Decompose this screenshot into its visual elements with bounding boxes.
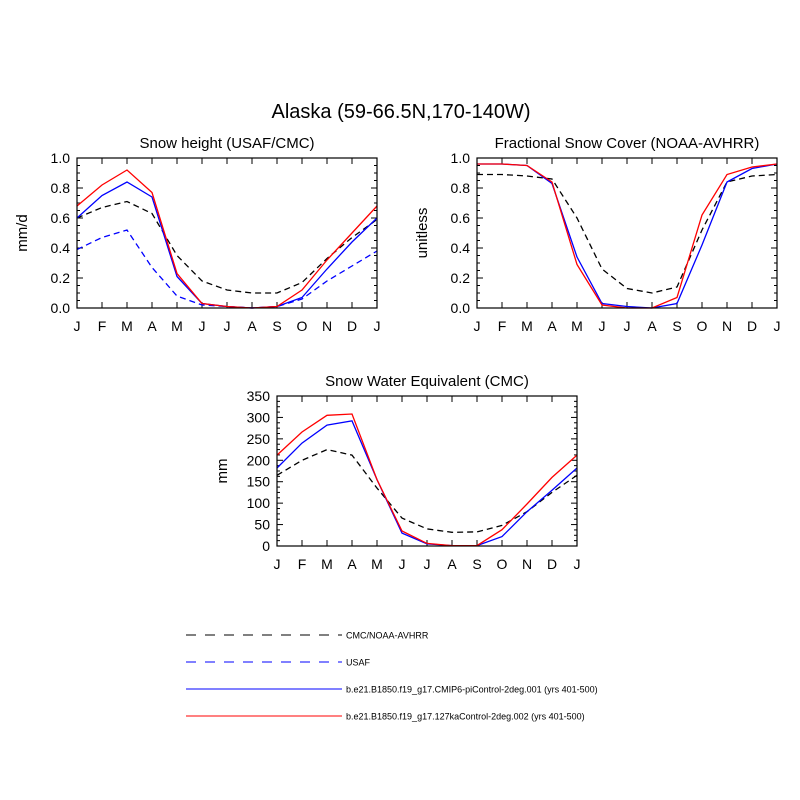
x-tick-label: J xyxy=(224,318,231,334)
y-tick-label: 0 xyxy=(262,538,270,554)
y-axis-label: mm xyxy=(214,459,231,484)
legend-label: b.e21.B1850.f19_g17.127kaControl-2deg.00… xyxy=(346,712,585,722)
panel-title: Fractional Snow Cover (NOAA-AVHRR) xyxy=(495,135,760,152)
x-tick-label: J xyxy=(424,556,431,572)
series-line-2 xyxy=(276,420,578,547)
x-tick-label: J xyxy=(624,318,631,334)
x-tick-label: M xyxy=(521,318,533,334)
legend-entry: CMC/NOAA-AVHRR xyxy=(186,631,429,641)
y-tick-label: 0.8 xyxy=(451,180,471,196)
x-tick-label: J xyxy=(274,556,281,572)
series-line-1 xyxy=(276,448,578,533)
x-tick-label: M xyxy=(321,556,333,572)
panel-2: Fractional Snow Cover (NOAA-AVHRR) unitle… xyxy=(414,135,781,334)
plot-frame xyxy=(276,395,578,547)
x-tick-label: J xyxy=(574,556,581,572)
x-tick-label: A xyxy=(447,556,457,572)
x-tick-label: O xyxy=(497,556,508,572)
x-tick-label: N xyxy=(522,556,532,572)
x-tick-label: O xyxy=(697,318,708,334)
y-tick-label: 0.4 xyxy=(51,240,71,256)
y-tick-label: 150 xyxy=(247,474,271,490)
x-tick-label: A xyxy=(147,318,157,334)
y-tick-label: 350 xyxy=(247,388,271,404)
y-axis-label: mm/d xyxy=(14,214,31,252)
y-tick-label: 0.8 xyxy=(51,180,71,196)
y-tick-label: 50 xyxy=(254,517,270,533)
x-tick-label: S xyxy=(272,318,281,334)
legend-entry: b.e21.B1850.f19_g17.127kaControl-2deg.00… xyxy=(186,712,585,722)
legend: CMC/NOAA-AVHRR USAF b.e21.B1850.f19_g17.CM… xyxy=(186,631,598,722)
panel-title: Snow Water Equivalent (CMC) xyxy=(325,373,529,390)
legend-label: USAF xyxy=(346,658,371,668)
y-tick-label: 0.0 xyxy=(451,300,471,316)
plot-frame xyxy=(476,157,778,309)
series-line-1 xyxy=(76,200,378,294)
y-tick-label: 0.2 xyxy=(51,270,71,286)
series-line-3 xyxy=(477,163,778,309)
x-tick-label: S xyxy=(472,556,481,572)
x-tick-label: J xyxy=(399,556,406,572)
x-tick-label: J xyxy=(599,318,606,334)
x-tick-label: M xyxy=(121,318,133,334)
y-tick-label: 100 xyxy=(247,495,271,511)
y-tick-label: 200 xyxy=(247,452,271,468)
x-tick-label: D xyxy=(347,318,357,334)
x-tick-label: A xyxy=(247,318,257,334)
x-tick-label: M xyxy=(171,318,183,334)
panel-1: Snow height (USAF/CMC) mm/d 0.0 0.2 0.4 0.6 0.… xyxy=(14,135,381,334)
y-tick-label: 1.0 xyxy=(451,150,471,166)
x-tick-label: J xyxy=(774,318,781,334)
series-group xyxy=(276,413,578,547)
x-tick-label: M xyxy=(571,318,583,334)
x-tick-label: F xyxy=(298,556,307,572)
y-tick-label: 1.0 xyxy=(51,150,71,166)
series-line-1 xyxy=(477,173,778,294)
x-tick-label: A xyxy=(547,318,557,334)
legend-entry: b.e21.B1850.f19_g17.CMIP6-piControl-2deg… xyxy=(186,685,598,695)
x-tick-label: S xyxy=(672,318,681,334)
y-tick-label: 0.0 xyxy=(51,300,71,316)
x-tick-label: N xyxy=(322,318,332,334)
legend-label: CMC/NOAA-AVHRR xyxy=(346,631,429,641)
x-tick-label: D xyxy=(747,318,757,334)
panel-title: Snow height (USAF/CMC) xyxy=(139,135,314,152)
plot-frame xyxy=(76,157,378,309)
x-tick-label: N xyxy=(722,318,732,334)
figure-title: Alaska (59-66.5N,170-140W) xyxy=(271,101,530,123)
legend-label: b.e21.B1850.f19_g17.CMIP6-piControl-2deg… xyxy=(346,685,598,695)
x-tick-label: O xyxy=(297,318,308,334)
x-tick-label: F xyxy=(498,318,507,334)
y-tick-label: 0.4 xyxy=(451,240,471,256)
x-tick-label: F xyxy=(98,318,107,334)
x-tick-label: D xyxy=(547,556,557,572)
x-tick-label: A xyxy=(647,318,657,334)
series-group xyxy=(76,169,378,309)
x-tick-label: M xyxy=(371,556,383,572)
y-tick-label: 0.2 xyxy=(451,270,471,286)
x-tick-label: A xyxy=(347,556,357,572)
y-tick-label: 0.6 xyxy=(451,210,471,226)
panels: Snow height (USAF/CMC) mm/d 0.0 0.2 0.4 0.6 0.… xyxy=(14,135,781,572)
x-tick-label: J xyxy=(199,318,206,334)
x-tick-label: J xyxy=(374,318,381,334)
series-line-4 xyxy=(76,169,378,309)
y-tick-label: 250 xyxy=(247,431,271,447)
x-tick-label: J xyxy=(74,318,81,334)
series-group xyxy=(477,163,778,309)
series-line-3 xyxy=(276,413,578,547)
legend-entry: USAF xyxy=(186,658,371,668)
series-line-3 xyxy=(76,181,378,309)
y-tick-label: 0.6 xyxy=(51,210,71,226)
series-line-2 xyxy=(76,229,378,309)
y-tick-label: 300 xyxy=(247,409,271,425)
panel-3: Snow Water Equivalent (CMC) mm 0 50 100 150 20… xyxy=(214,373,581,572)
x-tick-label: J xyxy=(474,318,481,334)
y-axis-label: unitless xyxy=(414,208,431,259)
tick-marks xyxy=(76,157,378,309)
series-line-2 xyxy=(477,163,778,309)
